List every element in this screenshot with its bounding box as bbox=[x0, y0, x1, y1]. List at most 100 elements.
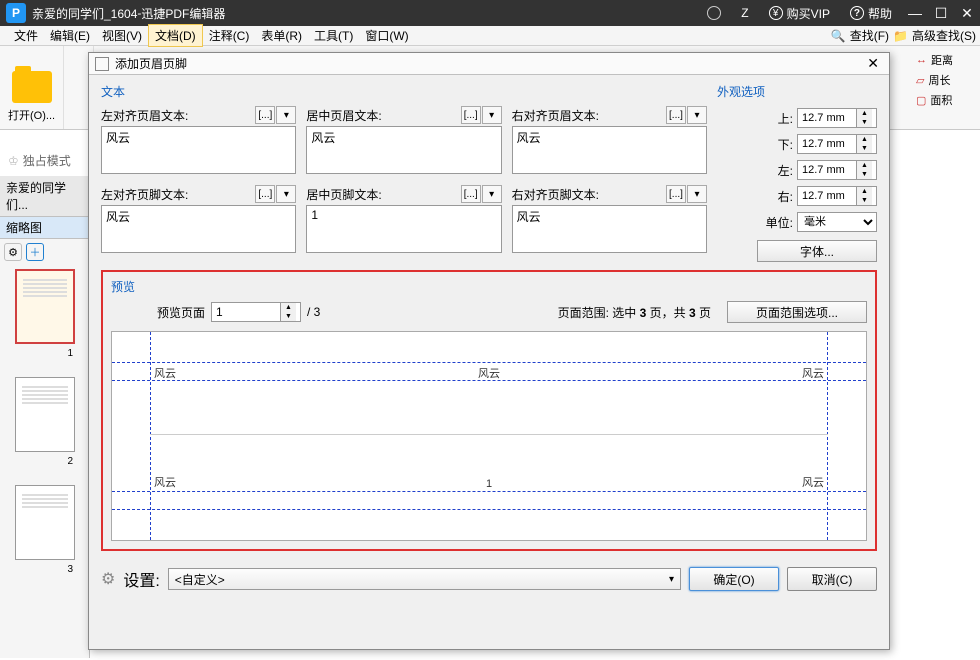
preview-footer-center: 1 bbox=[486, 478, 492, 490]
unit-label: 单位: bbox=[766, 214, 793, 231]
footer-right-input[interactable] bbox=[512, 205, 707, 253]
measure-toolbar: ↔距离 ▱周长 ▢面积 bbox=[916, 50, 976, 110]
gear-icon: ⚙ bbox=[101, 569, 115, 589]
preview-footer-left: 风云 bbox=[154, 474, 176, 490]
font-button[interactable]: 字体... bbox=[757, 240, 877, 262]
minimize-button[interactable]: — bbox=[902, 5, 928, 21]
footer-left-input[interactable] bbox=[101, 205, 296, 253]
header-footer-dialog: 添加页眉页脚 ✕ 文本 左对齐页眉文本:[...]▾ 居中页眉文本:[...]▾ bbox=[88, 52, 890, 650]
preview-section: 预览 预览页面 ▲▼ / 3 页面范围: 选中 3 页，共 3 页 页面范围选项… bbox=[101, 270, 877, 551]
header-right-input[interactable] bbox=[512, 126, 707, 174]
footer-right-insert-button[interactable]: [...] bbox=[666, 185, 686, 203]
header-left-insert-button[interactable]: [...] bbox=[255, 106, 275, 124]
margin-bottom-input[interactable] bbox=[798, 138, 856, 150]
ok-button[interactable]: 确定(O) bbox=[689, 567, 779, 591]
margin-top-spinner[interactable]: ▲▼ bbox=[797, 108, 877, 128]
footer-center-insert-button[interactable]: [...] bbox=[461, 185, 481, 203]
guide-footer-bottom bbox=[112, 509, 866, 510]
area-tool[interactable]: ▢面积 bbox=[916, 90, 976, 110]
footer-center-dropdown[interactable]: ▾ bbox=[482, 185, 502, 203]
distance-tool[interactable]: ↔距离 bbox=[916, 50, 976, 70]
preview-page-label: 预览页面 bbox=[157, 304, 205, 321]
thumbnail-1[interactable] bbox=[15, 269, 75, 344]
dialog-title: 添加页眉页脚 bbox=[115, 55, 187, 72]
side-panel: 亲爱的同学们... 缩略图 ⚙ ＋ 1 2 3 bbox=[0, 176, 90, 658]
preview-page-down[interactable]: ▼ bbox=[281, 312, 296, 321]
help-button[interactable]: ?帮助 bbox=[840, 5, 902, 22]
margin-right-down[interactable]: ▼ bbox=[857, 196, 872, 205]
menu-edit[interactable]: 编辑(E) bbox=[44, 25, 96, 46]
margin-top-input[interactable] bbox=[798, 112, 856, 124]
menu-tools[interactable]: 工具(T) bbox=[308, 25, 359, 46]
margin-right-spinner[interactable]: ▲▼ bbox=[797, 186, 877, 206]
thumbnail-3[interactable] bbox=[15, 485, 75, 560]
header-center-dropdown[interactable]: ▾ bbox=[482, 106, 502, 124]
exclusive-label: 独占模式 bbox=[23, 152, 71, 169]
exclusive-mode-button[interactable]: ♔独占模式 bbox=[8, 152, 71, 169]
margin-left-input[interactable] bbox=[798, 164, 856, 176]
footer-left-insert-button[interactable]: [...] bbox=[255, 185, 275, 203]
margin-left-label: 左: bbox=[778, 162, 793, 179]
doc-tab[interactable]: 亲爱的同学们... bbox=[0, 176, 89, 217]
buy-vip-button[interactable]: ¥购买VIP bbox=[759, 5, 840, 22]
header-center-input[interactable] bbox=[306, 126, 501, 174]
margin-top-up[interactable]: ▲ bbox=[857, 109, 872, 118]
header-left-input[interactable] bbox=[101, 126, 296, 174]
maximize-button[interactable]: ☐ bbox=[928, 5, 954, 22]
app-name: 迅捷PDF编辑器 bbox=[141, 5, 225, 22]
footer-right-dropdown[interactable]: ▾ bbox=[687, 185, 707, 203]
buy-vip-label: 购买VIP bbox=[787, 5, 830, 22]
globe-icon[interactable] bbox=[697, 6, 731, 20]
menu-comment[interactable]: 注释(C) bbox=[203, 25, 256, 46]
menu-view[interactable]: 视图(V) bbox=[96, 25, 148, 46]
settings-label: 设置: bbox=[123, 567, 159, 591]
margin-top-down[interactable]: ▼ bbox=[857, 118, 872, 127]
preview-page-input[interactable] bbox=[212, 305, 280, 319]
open-button[interactable]: 打开(O)... bbox=[0, 46, 64, 129]
header-center-insert-button[interactable]: [...] bbox=[461, 106, 481, 124]
margin-bottom-up[interactable]: ▲ bbox=[857, 135, 872, 144]
margin-left-down[interactable]: ▼ bbox=[857, 170, 872, 179]
settings-value: <自定义> bbox=[175, 571, 225, 588]
margin-left-up[interactable]: ▲ bbox=[857, 161, 872, 170]
menu-adv-find[interactable]: 高级查找(S) bbox=[912, 27, 976, 44]
header-right-insert-button[interactable]: [...] bbox=[666, 106, 686, 124]
thumbnail-2[interactable] bbox=[15, 377, 75, 452]
perimeter-tool[interactable]: ▱周长 bbox=[916, 70, 976, 90]
settings-dropdown[interactable]: <自定义>▾ bbox=[168, 568, 681, 590]
preview-header-right: 风云 bbox=[802, 365, 824, 381]
unit-select[interactable]: 毫米 bbox=[797, 212, 877, 232]
menu-file[interactable]: 文件 bbox=[8, 25, 44, 46]
menu-form[interactable]: 表单(R) bbox=[255, 25, 308, 46]
thumbnails: 1 2 3 bbox=[0, 265, 89, 597]
footer-left-dropdown[interactable]: ▾ bbox=[276, 185, 296, 203]
cancel-button[interactable]: 取消(C) bbox=[787, 567, 877, 591]
user-initial[interactable]: Z bbox=[731, 6, 758, 20]
menu-document[interactable]: 文档(D) bbox=[148, 24, 203, 47]
margin-bottom-down[interactable]: ▼ bbox=[857, 144, 872, 153]
thumb-add-icon[interactable]: ＋ bbox=[26, 243, 44, 261]
dialog-close-button[interactable]: ✕ bbox=[863, 55, 883, 72]
footer-center-input[interactable] bbox=[306, 205, 501, 253]
preview-label: 预览 bbox=[111, 278, 867, 295]
close-button[interactable]: ✕ bbox=[954, 5, 980, 22]
margin-bottom-spinner[interactable]: ▲▼ bbox=[797, 134, 877, 154]
thumb-1-number: 1 bbox=[4, 348, 85, 359]
document-title: 亲爱的同学们_1604 bbox=[32, 5, 137, 22]
menu-find[interactable]: 查找(F) bbox=[850, 27, 889, 44]
page-range-button[interactable]: 页面范围选项... bbox=[727, 301, 867, 323]
menu-window[interactable]: 窗口(W) bbox=[359, 25, 414, 46]
margin-right-input[interactable] bbox=[798, 190, 856, 202]
thumb-settings-icon[interactable]: ⚙ bbox=[4, 243, 22, 261]
margin-right-up[interactable]: ▲ bbox=[857, 187, 872, 196]
preview-total: / 3 bbox=[307, 305, 320, 319]
guide-header-top bbox=[112, 362, 866, 363]
preview-footer-right: 风云 bbox=[802, 474, 824, 490]
header-left-dropdown[interactable]: ▾ bbox=[276, 106, 296, 124]
header-right-dropdown[interactable]: ▾ bbox=[687, 106, 707, 124]
app-icon: P bbox=[6, 3, 26, 23]
margin-left-spinner[interactable]: ▲▼ bbox=[797, 160, 877, 180]
folder-icon bbox=[12, 71, 52, 103]
preview-page-up[interactable]: ▲ bbox=[281, 303, 296, 312]
preview-page-spinner[interactable]: ▲▼ bbox=[211, 302, 301, 322]
